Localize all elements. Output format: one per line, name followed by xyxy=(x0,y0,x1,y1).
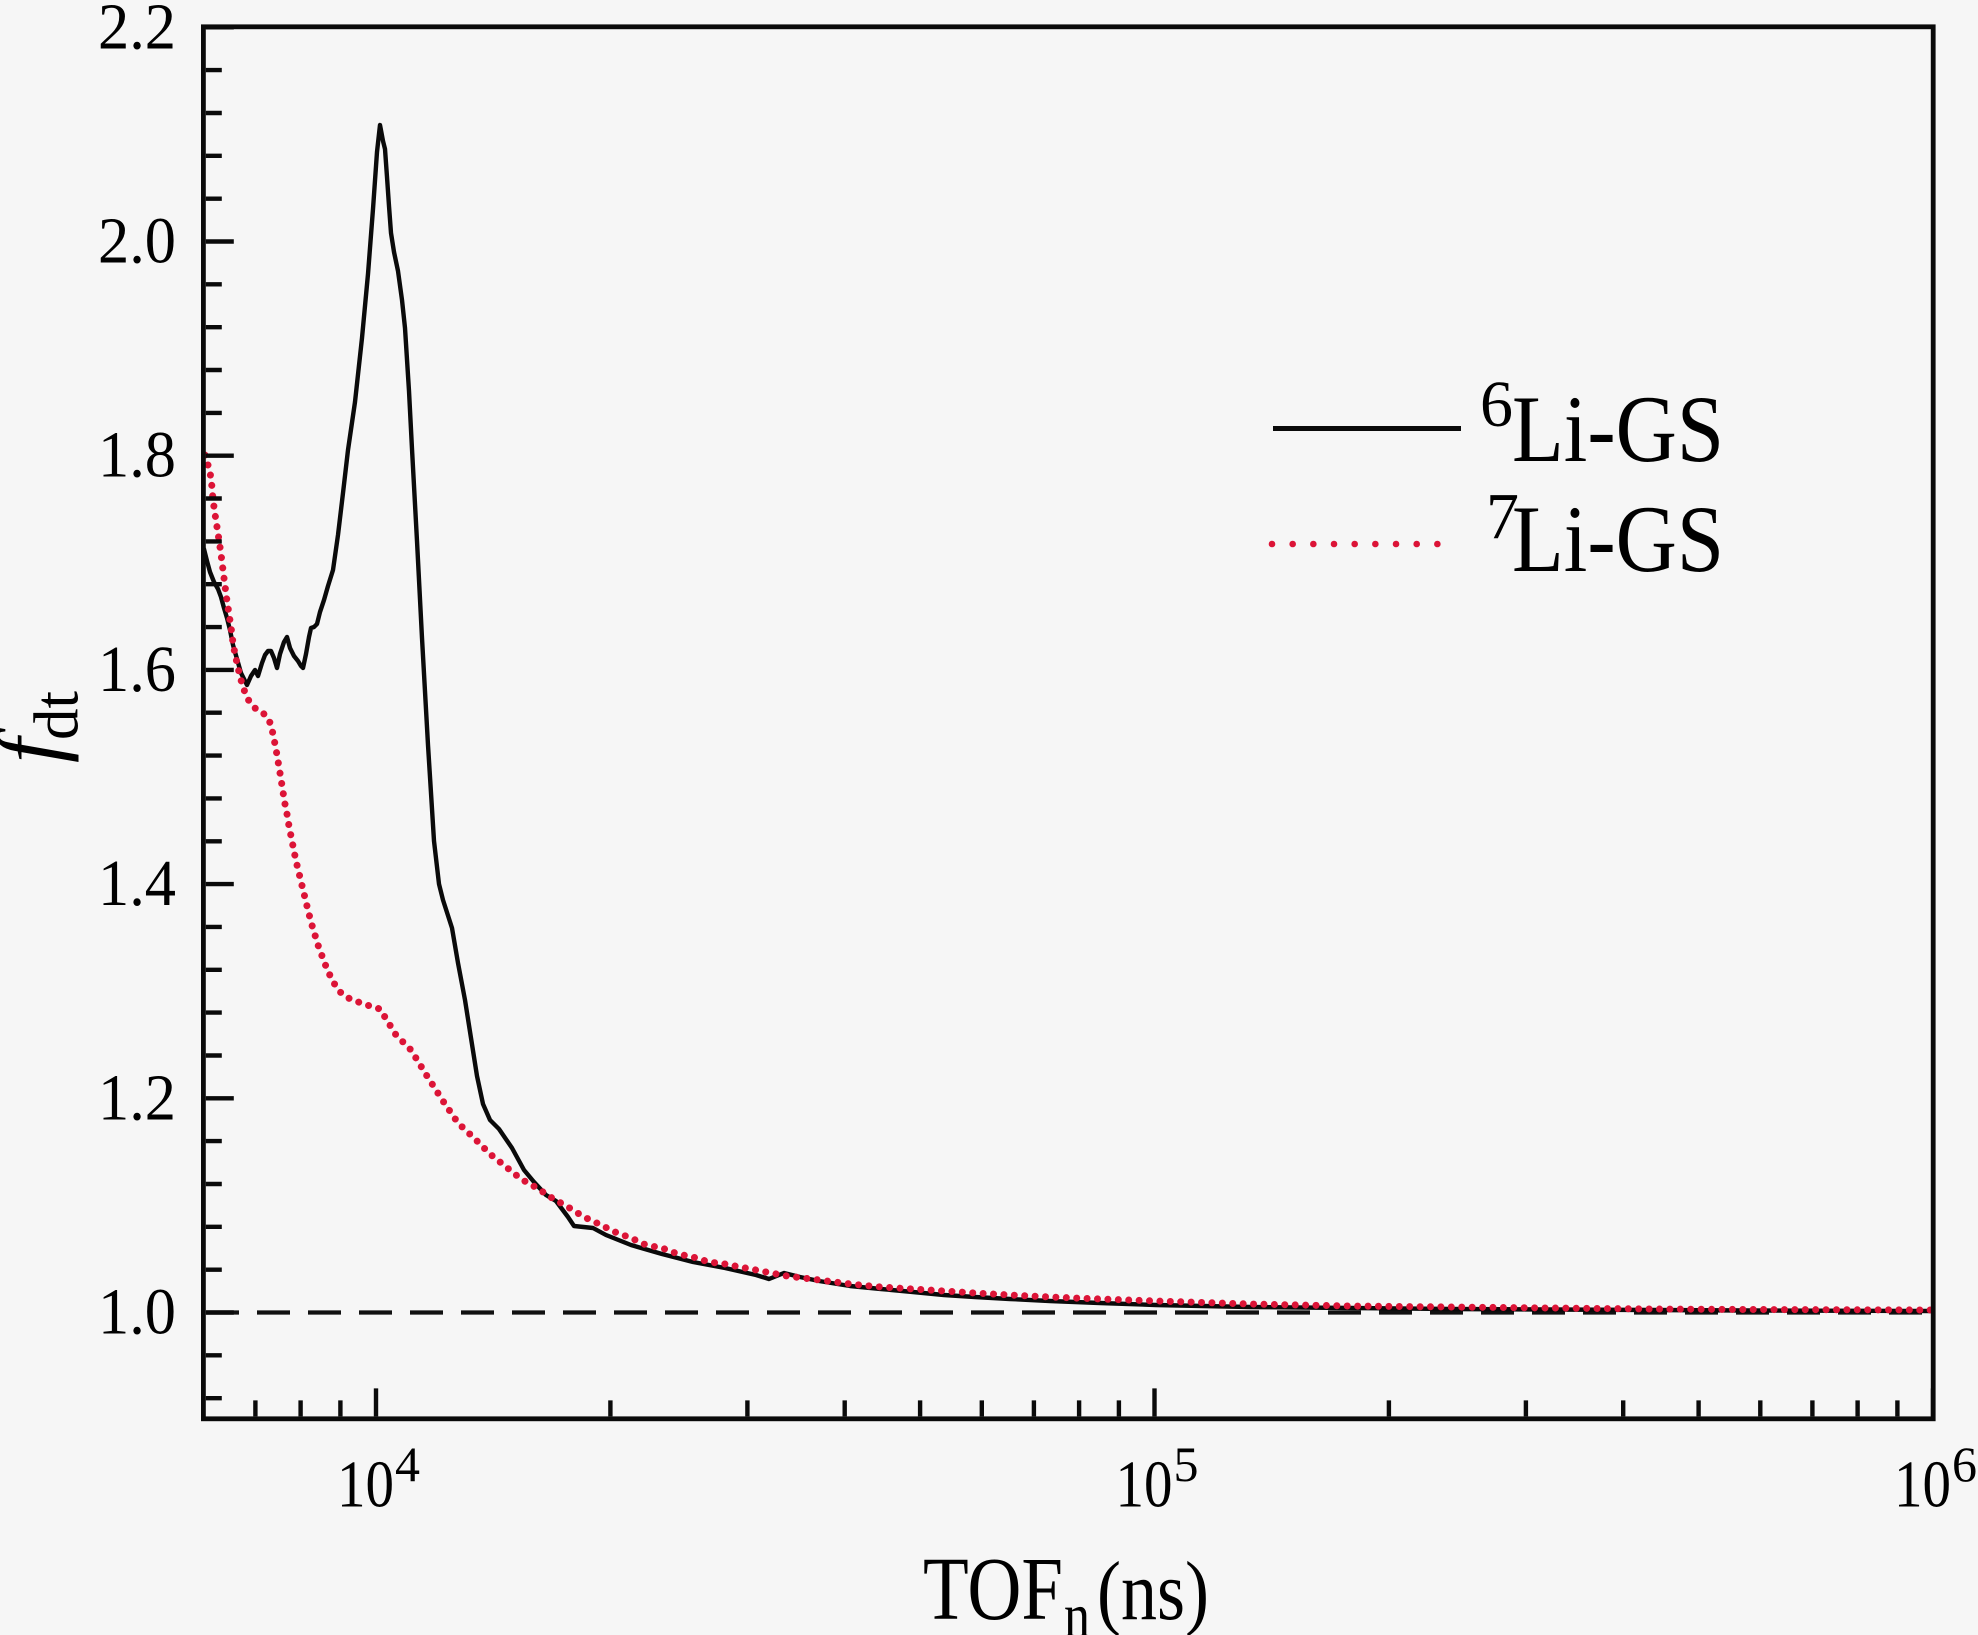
svg-text:Li-GS: Li-GS xyxy=(1512,486,1724,592)
svg-text:Li-GS: Li-GS xyxy=(1512,376,1724,482)
svg-text:2.0: 2.0 xyxy=(98,205,176,278)
svg-text:1.8: 1.8 xyxy=(98,419,176,492)
svg-text:7: 7 xyxy=(1486,480,1519,553)
svg-text:6: 6 xyxy=(1952,1436,1977,1492)
svg-text:fdt: fdt xyxy=(0,690,92,763)
svg-text:1.6: 1.6 xyxy=(98,633,176,706)
svg-text:(ns): (ns) xyxy=(1097,1545,1209,1635)
svg-text:1.0: 1.0 xyxy=(98,1276,176,1349)
svg-text:1.2: 1.2 xyxy=(98,1061,176,1134)
svg-text:1.4: 1.4 xyxy=(98,847,176,920)
svg-text:10: 10 xyxy=(1116,1448,1173,1522)
svg-text:2.2: 2.2 xyxy=(98,0,176,63)
svg-text:6: 6 xyxy=(1480,368,1513,441)
svg-text:n: n xyxy=(1064,1581,1090,1635)
svg-text:10: 10 xyxy=(1894,1448,1951,1522)
svg-text:5: 5 xyxy=(1174,1436,1199,1492)
svg-text:4: 4 xyxy=(395,1436,420,1492)
svg-text:10: 10 xyxy=(337,1448,394,1522)
svg-text:TOF: TOF xyxy=(923,1540,1063,1635)
